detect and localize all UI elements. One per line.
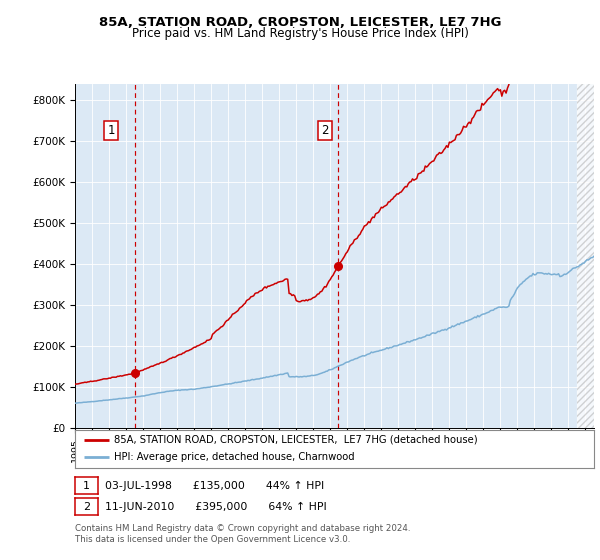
Text: 2: 2	[321, 124, 329, 137]
Text: Price paid vs. HM Land Registry's House Price Index (HPI): Price paid vs. HM Land Registry's House …	[131, 27, 469, 40]
Text: HPI: Average price, detached house, Charnwood: HPI: Average price, detached house, Char…	[114, 452, 355, 463]
Text: 85A, STATION ROAD, CROPSTON, LEICESTER,  LE7 7HG (detached house): 85A, STATION ROAD, CROPSTON, LEICESTER, …	[114, 435, 478, 445]
Text: 11-JUN-2010      £395,000      64% ↑ HPI: 11-JUN-2010 £395,000 64% ↑ HPI	[105, 502, 327, 512]
Text: 1: 1	[107, 124, 115, 137]
Bar	[577, 84, 594, 428]
Text: 2: 2	[83, 502, 90, 512]
Text: 85A, STATION ROAD, CROPSTON, LEICESTER, LE7 7HG: 85A, STATION ROAD, CROPSTON, LEICESTER, …	[99, 16, 501, 29]
Text: 1: 1	[83, 480, 90, 491]
Text: 03-JUL-1998      £135,000      44% ↑ HPI: 03-JUL-1998 £135,000 44% ↑ HPI	[105, 480, 324, 491]
Text: Contains HM Land Registry data © Crown copyright and database right 2024.
This d: Contains HM Land Registry data © Crown c…	[75, 524, 410, 544]
